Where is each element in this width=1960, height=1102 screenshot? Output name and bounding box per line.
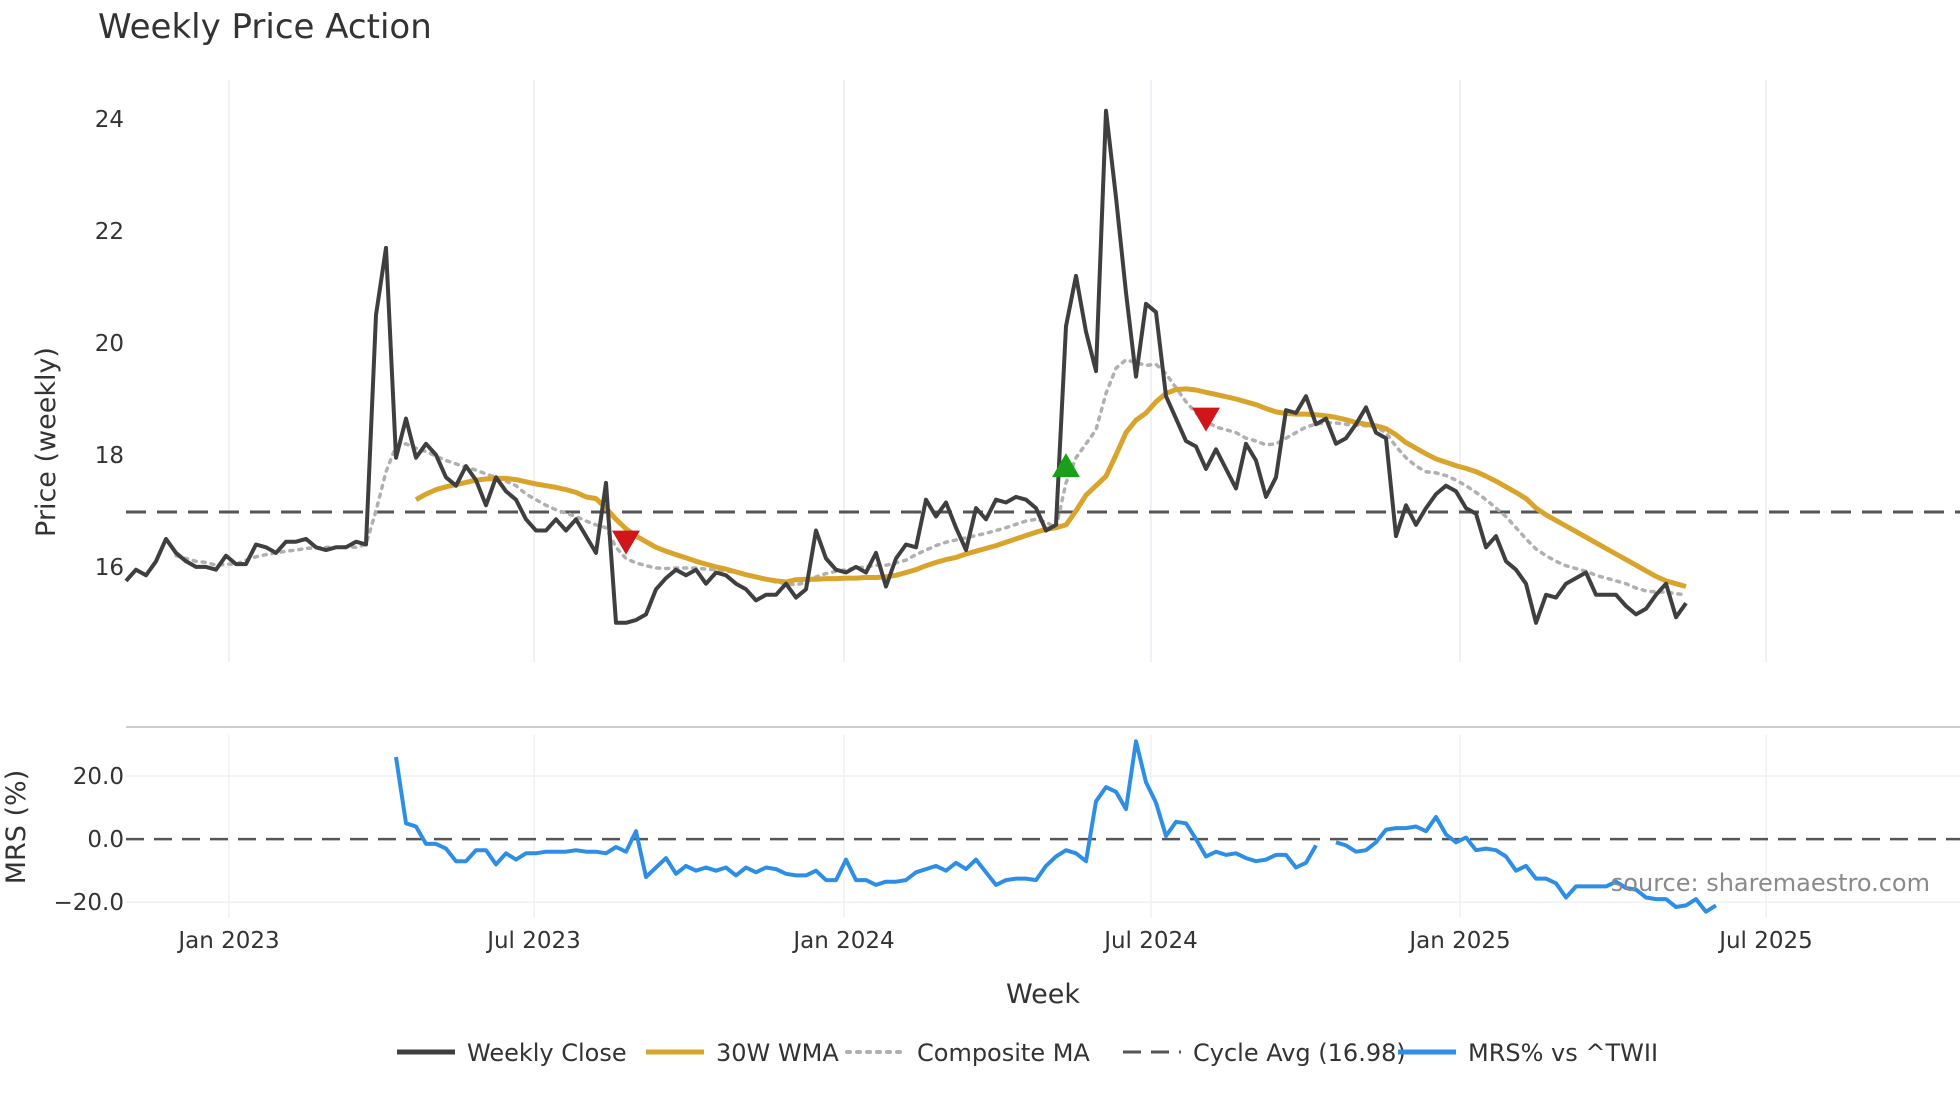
price-y-tick-label: 24 (95, 107, 124, 133)
price-y-ticks: 16 18 20 22 24 (95, 107, 124, 581)
x-tick-label: Jul 2023 (485, 928, 581, 954)
mrs-y-axis-label: MRS (%) (1, 770, 32, 885)
x-tick-label: Jul 2024 (1102, 928, 1198, 954)
price-y-axis-label: Price (weekly) (31, 347, 62, 537)
x-tick-label: Jul 2025 (1717, 928, 1813, 954)
price-y-tick-label: 16 (95, 555, 124, 581)
composite-ma-line (174, 357, 1688, 597)
sell-signal-marker (612, 530, 640, 555)
mrs-line (394, 739, 1718, 914)
chart-title: Weekly Price Action (98, 7, 432, 47)
x-tick-label: Jan 2024 (791, 928, 894, 954)
legend-label: 30W WMA (716, 1039, 839, 1067)
x-tick-label: Jan 2023 (176, 928, 279, 954)
price-series (124, 108, 1960, 625)
mrs-y-tick-label: −20.0 (54, 890, 124, 916)
x-tick-label: Jan 2025 (1407, 928, 1510, 954)
sell-signal-marker (1192, 407, 1220, 432)
price-grid (228, 80, 1767, 662)
price-y-tick-label: 20 (95, 331, 124, 357)
mrs-grid (126, 735, 1960, 918)
price-y-tick-label: 22 (95, 219, 124, 245)
buy-signal-marker (1052, 453, 1080, 478)
legend-label: Weekly Close (467, 1039, 627, 1067)
weekly-close-line (124, 108, 1688, 625)
legend-label: Cycle Avg (16.98) (1193, 1039, 1406, 1067)
x-axis-label: Week (1006, 979, 1080, 1010)
mrs-y-tick-label: 20.0 (73, 764, 124, 790)
signal-markers (612, 407, 1220, 555)
x-axis-ticks: Jan 2023 Jul 2023 Jan 2024 Jul 2024 Jan 2025… (176, 928, 1812, 954)
legend: Weekly Close 30W WMA Composite MA Cycle Avg… (397, 1039, 1658, 1067)
mrs-y-tick-label: 0.0 (87, 827, 124, 853)
legend-label: Composite MA (917, 1039, 1090, 1067)
legend-label: MRS% vs ^TWII (1468, 1039, 1658, 1067)
mrs-y-ticks: 20.0 0.0 −20.0 (54, 764, 124, 916)
price-y-tick-label: 18 (95, 443, 124, 469)
mrs-series (126, 739, 1960, 914)
source-note: source: sharemaestro.com (1611, 869, 1930, 897)
